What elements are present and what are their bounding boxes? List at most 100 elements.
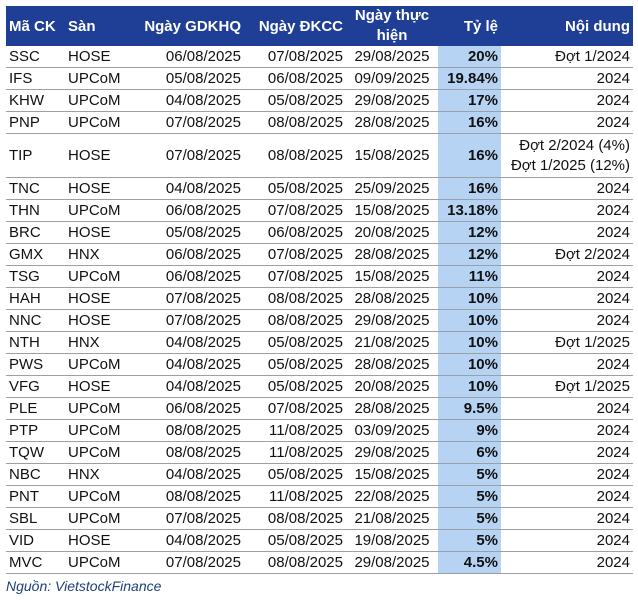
cell-exchange: UPCoM: [65, 67, 131, 90]
cell-exchange: HNX: [65, 243, 131, 266]
cell-content: 2024: [501, 309, 633, 332]
cell-exchange: UPCoM: [65, 111, 131, 134]
cell-ex-date: 04/08/2025: [131, 177, 244, 200]
header-rate: Tỷ lệ: [438, 6, 501, 46]
table-row: VFG HOSE 04/08/2025 05/08/2025 20/08/2025 10%…: [6, 375, 633, 398]
cell-record-date: 08/08/2025: [244, 507, 346, 530]
cell-ex-date: 04/08/2025: [131, 89, 244, 112]
cell-ex-date: 08/08/2025: [131, 441, 244, 464]
cell-exchange: HOSE: [65, 177, 131, 200]
cell-ex-date: 07/08/2025: [131, 287, 244, 310]
cell-record-date: 06/08/2025: [244, 67, 346, 90]
cell-record-date: 08/08/2025: [244, 133, 346, 178]
cell-rate: 6%: [438, 441, 501, 464]
cell-rate: 13.18%: [438, 199, 501, 222]
cell-content: 2024: [501, 287, 633, 310]
cell-pay-date: 29/08/2025: [346, 551, 438, 574]
cell-rate: 5%: [438, 529, 501, 552]
cell-code: IFS: [6, 67, 65, 90]
cell-code: NBC: [6, 463, 65, 486]
cell-exchange: HOSE: [65, 46, 131, 68]
cell-code: KHW: [6, 89, 65, 112]
cell-record-date: 11/08/2025: [244, 419, 346, 442]
cell-exchange: HOSE: [65, 287, 131, 310]
cell-pay-date: 15/08/2025: [346, 463, 438, 486]
cell-ex-date: 07/08/2025: [131, 111, 244, 134]
table-row: KHW UPCoM 04/08/2025 05/08/2025 29/08/2025 17…: [6, 89, 633, 112]
cell-code: THN: [6, 199, 65, 222]
cell-code: SBL: [6, 507, 65, 530]
cell-pay-date: 29/08/2025: [346, 89, 438, 112]
cell-content: 2024: [501, 419, 633, 442]
cell-rate: 19.84%: [438, 67, 501, 90]
cell-rate: 4.5%: [438, 551, 501, 574]
cell-exchange: HOSE: [65, 529, 131, 552]
cell-ex-date: 06/08/2025: [131, 46, 244, 68]
cell-exchange: UPCoM: [65, 265, 131, 288]
cell-content: Đợt 1/2025: [501, 375, 633, 398]
cell-pay-date: 25/09/2025: [346, 177, 438, 200]
cell-code: GMX: [6, 243, 65, 266]
cell-record-date: 07/08/2025: [244, 199, 346, 222]
cell-content: Đợt 1/2024: [501, 46, 633, 68]
cell-pay-date: 28/08/2025: [346, 243, 438, 266]
cell-rate: 5%: [438, 463, 501, 486]
cell-record-date: 08/08/2025: [244, 287, 346, 310]
cell-ex-date: 04/08/2025: [131, 529, 244, 552]
cell-exchange: UPCoM: [65, 89, 131, 112]
dividend-table: Mã CK Sàn Ngày GDKHQ Ngày ĐKCC Ngày thực…: [6, 6, 633, 574]
table-row: TIP HOSE 07/08/2025 08/08/2025 15/08/2025 16%…: [6, 133, 633, 178]
table-row: GMX HNX 06/08/2025 07/08/2025 28/08/2025 12% Đ…: [6, 243, 633, 266]
header-pay-date: Ngày thực hiện: [346, 6, 438, 46]
table-body: SSC HOSE 06/08/2025 07/08/2025 29/08/2025 20%…: [6, 46, 633, 574]
cell-ex-date: 07/08/2025: [131, 507, 244, 530]
cell-rate: 9%: [438, 419, 501, 442]
cell-pay-date: 29/08/2025: [346, 46, 438, 68]
header-content: Nội dung: [501, 6, 633, 46]
cell-content: Đợt 2/2024: [501, 243, 633, 266]
cell-pay-date: 28/08/2025: [346, 397, 438, 420]
cell-pay-date: 28/08/2025: [346, 111, 438, 134]
cell-record-date: 06/08/2025: [244, 221, 346, 244]
cell-content: 2024: [501, 551, 633, 574]
table-row: PTP UPCoM 08/08/2025 11/08/2025 03/09/2025 9%…: [6, 419, 633, 442]
table-row: BRC HOSE 05/08/2025 06/08/2025 20/08/2025 12%…: [6, 221, 633, 244]
cell-content: 2024: [501, 397, 633, 420]
cell-pay-date: 15/08/2025: [346, 265, 438, 288]
cell-ex-date: 04/08/2025: [131, 353, 244, 376]
cell-exchange: UPCoM: [65, 551, 131, 574]
cell-exchange: UPCoM: [65, 419, 131, 442]
table-row: NNC HOSE 07/08/2025 08/08/2025 29/08/2025 10%…: [6, 309, 633, 332]
cell-rate: 16%: [438, 133, 501, 178]
cell-content: 2024: [501, 221, 633, 244]
cell-pay-date: 22/08/2025: [346, 485, 438, 508]
cell-content: 2024: [501, 529, 633, 552]
table-row: TQW UPCoM 08/08/2025 11/08/2025 29/08/2025 6%…: [6, 441, 633, 464]
table-row: SBL UPCoM 07/08/2025 08/08/2025 21/08/2025 5%…: [6, 507, 633, 530]
cell-pay-date: 21/08/2025: [346, 331, 438, 354]
cell-exchange: UPCoM: [65, 199, 131, 222]
cell-exchange: HOSE: [65, 375, 131, 398]
cell-code: NNC: [6, 309, 65, 332]
cell-exchange: HOSE: [65, 221, 131, 244]
cell-record-date: 05/08/2025: [244, 89, 346, 112]
table-row: NTH HNX 04/08/2025 05/08/2025 21/08/2025 10% Đ…: [6, 331, 633, 354]
cell-record-date: 05/08/2025: [244, 331, 346, 354]
cell-ex-date: 06/08/2025: [131, 199, 244, 222]
source-note: Nguồn: VietstockFinance: [6, 578, 162, 594]
cell-code: BRC: [6, 221, 65, 244]
cell-pay-date: 20/08/2025: [346, 375, 438, 398]
cell-rate: 10%: [438, 309, 501, 332]
cell-rate: 12%: [438, 221, 501, 244]
header-record-date: Ngày ĐKCC: [244, 6, 346, 46]
cell-pay-date: 20/08/2025: [346, 221, 438, 244]
cell-record-date: 07/08/2025: [244, 243, 346, 266]
cell-pay-date: 28/08/2025: [346, 287, 438, 310]
cell-record-date: 05/08/2025: [244, 529, 346, 552]
cell-pay-date: 29/08/2025: [346, 309, 438, 332]
cell-code: PLE: [6, 397, 65, 420]
table-header-row: Mã CK Sàn Ngày GDKHQ Ngày ĐKCC Ngày thực…: [6, 6, 633, 46]
cell-rate: 16%: [438, 177, 501, 200]
cell-code: SSC: [6, 46, 65, 68]
cell-content: 2024: [501, 67, 633, 90]
